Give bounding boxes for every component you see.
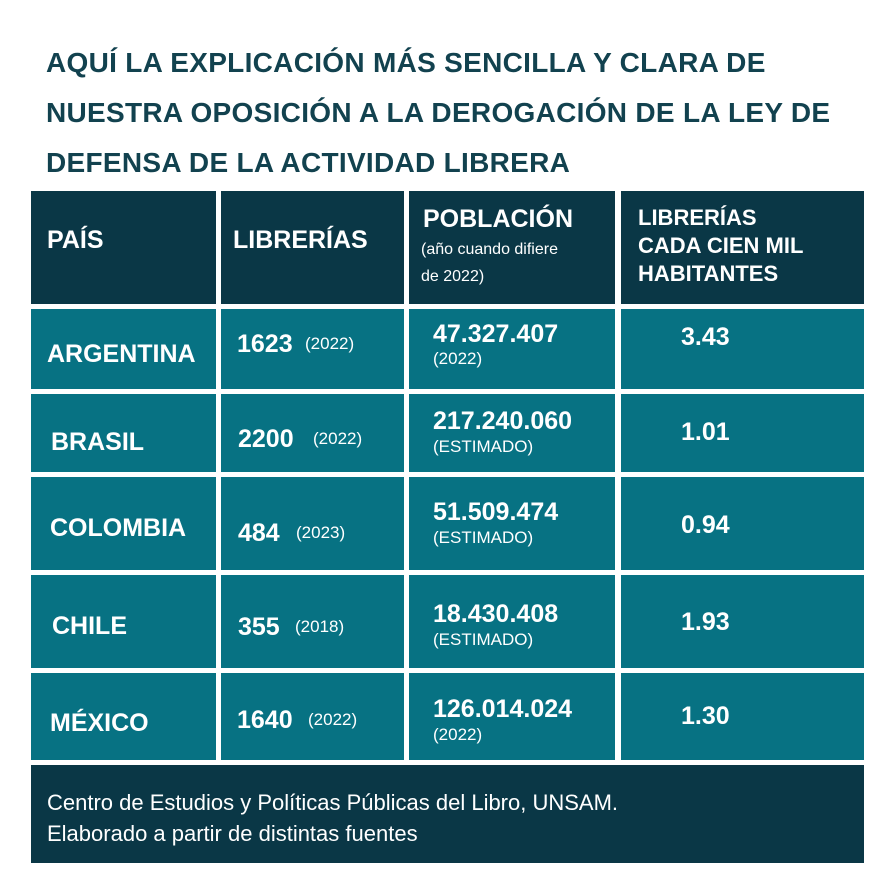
table-row-brasil-ratio: 1.01	[621, 394, 864, 472]
header-label-poblacion: POBLACIÓN	[423, 205, 573, 233]
table-row-brasil-poblacion: 217.240.060 (ESTIMADO)	[409, 394, 615, 472]
cell-poblacion-note: (ESTIMADO)	[433, 630, 534, 649]
cell-librerias: 2200	[238, 425, 294, 453]
cell-pais: COLOMBIA	[50, 514, 187, 542]
table-row-argentina-librerias: 1623 (2022)	[221, 309, 404, 389]
cell-ratio: 1.93	[681, 608, 730, 636]
table-row-chile-pais: CHILE	[31, 575, 216, 668]
cell-librerias: 1640	[237, 706, 293, 734]
cell-librerias-year: (2022)	[305, 334, 355, 353]
cell-ratio: 1.01	[681, 418, 730, 446]
table-row-colombia-poblacion: 51.509.474 (ESTIMADO)	[409, 477, 615, 570]
cell-librerias-year: (2022)	[313, 429, 363, 448]
cell-poblacion: 47.327.407	[433, 320, 559, 348]
table-row-chile-ratio: 1.93	[621, 575, 864, 668]
header-cell-librerias: LIBRERÍAS	[221, 191, 404, 304]
header-cell-poblacion: POBLACIÓN (año cuando difiere de 2022)	[409, 191, 615, 304]
table-row-colombia-librerias: 484 (2023)	[221, 477, 404, 570]
cell-ratio: 3.43	[681, 323, 730, 351]
header-cell-ratio: LIBRERÍAS CADA CIEN MIL HABITANTES	[621, 191, 864, 304]
table-row-argentina-ratio: 3.43	[621, 309, 864, 389]
cell-ratio: 0.94	[681, 511, 730, 539]
cell-librerias: 355	[238, 613, 280, 641]
cell-poblacion: 51.509.474	[433, 498, 559, 526]
table-row-colombia-pais: COLOMBIA	[31, 477, 216, 570]
header-note-poblacion-line1: (año cuando difiere	[421, 241, 558, 258]
table-row-argentina-poblacion: 47.327.407 (2022)	[409, 309, 615, 389]
cell-pais: MÉXICO	[50, 709, 149, 737]
table-row-mexico-librerias: 1640 (2022)	[221, 673, 404, 760]
table-row-brasil-librerias: 2200 (2022)	[221, 394, 404, 472]
table-row-mexico-pais: MÉXICO	[31, 673, 216, 760]
source-footer: Centro de Estudios y Políticas Públicas …	[31, 765, 864, 863]
cell-poblacion-note: (2022)	[433, 349, 483, 368]
table-row-chile-poblacion: 18.430.408 (ESTIMADO)	[409, 575, 615, 668]
cell-poblacion-note: (ESTIMADO)	[433, 437, 534, 456]
header-label-ratio-line1: LIBRERÍAS	[638, 205, 757, 230]
footer-line-1: Centro de Estudios y Políticas Públicas …	[47, 790, 619, 815]
cell-pais: ARGENTINA	[47, 340, 196, 368]
cell-librerias-year: (2022)	[308, 710, 358, 729]
cell-poblacion: 18.430.408	[433, 600, 559, 628]
header-label-pais: PAÍS	[47, 226, 104, 254]
table-row-colombia-ratio: 0.94	[621, 477, 864, 570]
header-label-librerias: LIBRERÍAS	[233, 226, 368, 254]
cell-librerias: 484	[238, 519, 280, 547]
header-label-ratio-line2: CADA CIEN MIL	[638, 233, 804, 258]
cell-poblacion: 126.014.024	[433, 695, 573, 723]
table-row-mexico-ratio: 1.30	[621, 673, 864, 760]
cell-pais: CHILE	[52, 612, 127, 640]
cell-librerias-year: (2018)	[295, 617, 345, 636]
cell-ratio: 1.30	[681, 702, 730, 730]
page-title: AQUÍ LA EXPLICACIÓN MÁS SENCILLA Y CLARA…	[46, 47, 831, 178]
table-row-brasil-pais: BRASIL	[31, 394, 216, 472]
header-note-poblacion-line2: de 2022)	[421, 268, 485, 285]
cell-librerias-year: (2023)	[296, 523, 346, 542]
cell-poblacion: 217.240.060	[433, 407, 573, 435]
cell-pais: BRASIL	[51, 428, 145, 456]
table-row-chile-librerias: 355 (2018)	[221, 575, 404, 668]
cell-poblacion-note: (2022)	[433, 725, 483, 744]
cell-poblacion-note: (ESTIMADO)	[433, 528, 534, 547]
table-row-mexico-poblacion: 126.014.024 (2022)	[409, 673, 615, 760]
cell-librerias: 1623	[237, 330, 293, 358]
header-label-ratio-line3: HABITANTES	[638, 261, 779, 286]
header-cell-pais: PAÍS	[31, 191, 216, 304]
footer-line-2: Elaborado a partir de distintas fuentes	[47, 821, 418, 846]
table-row-argentina-pais: ARGENTINA	[31, 309, 216, 389]
